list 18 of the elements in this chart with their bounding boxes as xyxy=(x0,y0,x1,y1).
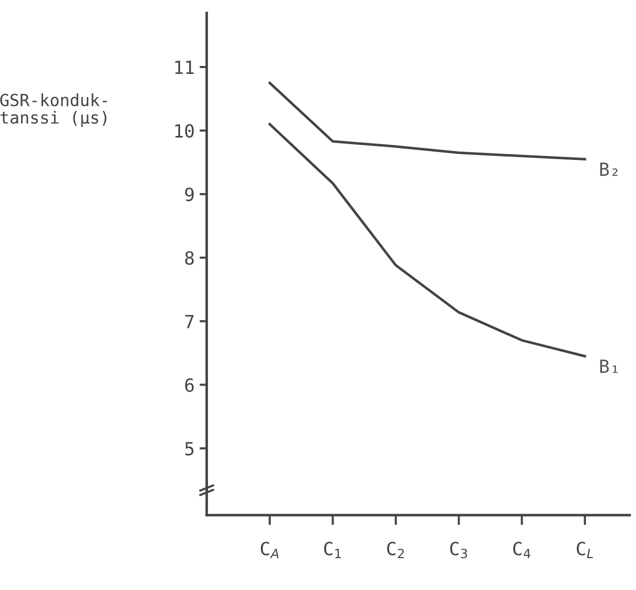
x-tick-label: C$_{L}$ xyxy=(576,542,593,558)
y-tick-label: 7 xyxy=(185,314,194,328)
x-tick-label: C$_{3}$ xyxy=(450,542,468,558)
x-tick-label: C$_{A}$ xyxy=(260,542,278,558)
y-tick-label: 10 xyxy=(175,124,194,138)
y-tick-label: 9 xyxy=(185,188,194,202)
series-label: B₂ xyxy=(600,162,618,176)
x-tick-label: C$_{4}$ xyxy=(513,542,530,558)
x-tick-label: C$_{2}$ xyxy=(387,542,404,558)
y-tick-label: 5 xyxy=(185,442,194,456)
series-label: B₁ xyxy=(600,360,618,373)
x-tick-label: C$_{1}$ xyxy=(324,542,341,558)
y-tick-label: 8 xyxy=(185,251,194,265)
y-tick-label: 6 xyxy=(185,378,194,392)
y-tick-label: 11 xyxy=(175,60,194,74)
line-series xyxy=(268,82,586,160)
y-axis-title: GSR-konduk- tanssi (µs) xyxy=(0,93,107,128)
line-series xyxy=(268,122,586,358)
